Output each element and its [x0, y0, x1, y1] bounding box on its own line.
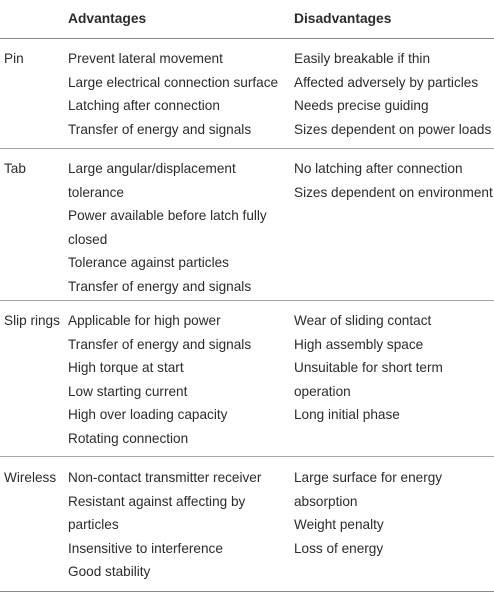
disadvantages-list: Easily breakable if thin Affected advers…: [294, 47, 492, 141]
category-label: Wireless: [4, 470, 57, 485]
advantages-list: Large angular/displacement tolerance Pow…: [68, 157, 290, 298]
disadvantage-item: Loss of energy: [294, 540, 384, 556]
disadvantages-list: No latching after connection Sizes depen…: [294, 157, 493, 204]
table-bottom-rule: [0, 591, 494, 592]
advantage-item: High over loading capacity: [68, 407, 228, 422]
disadvantage-item: Long initial phase: [294, 407, 400, 422]
advantage-item: Rotating connection: [68, 430, 189, 446]
advantage-item: Large angular/displacement: [68, 161, 236, 176]
disadvantage-item: Wear of sliding contact: [294, 313, 432, 328]
disadvantage-item: Sizes dependent on environment: [294, 184, 493, 200]
advantage-item: Good stability: [68, 564, 151, 579]
advantage-item: Tolerance against particles: [68, 255, 229, 270]
advantage-item: Latching after connection: [68, 98, 220, 113]
advantage-item: Low starting current: [68, 383, 188, 399]
row-divider: [0, 148, 494, 149]
advantage-item: Transfer of energy and signals: [68, 278, 252, 294]
advantage-item: tolerance: [68, 184, 124, 200]
advantage-item: Prevent lateral movement: [68, 51, 223, 66]
header-advantages: Advantages: [68, 11, 147, 26]
advantage-item: particles: [68, 517, 119, 532]
advantage-item: Resistant against affecting by: [68, 493, 246, 509]
disadvantage-item: absorption: [294, 493, 358, 509]
disadvantage-item: Weight penalty: [294, 517, 384, 532]
disadvantage-item: Affected adversely by particles: [294, 74, 479, 90]
advantage-item: Non-contact transmitter receiver: [68, 470, 262, 485]
advantage-item: Transfer of energy and signals: [68, 121, 252, 137]
category-label: Pin: [4, 51, 24, 66]
advantage-item: closed: [68, 231, 108, 247]
disadvantages-list: Wear of sliding contact High assembly sp…: [294, 309, 492, 427]
disadvantage-item: Sizes dependent on power loads: [294, 121, 492, 137]
advantage-item: Power available before latch fully: [68, 208, 267, 223]
advantages-list: Prevent lateral movement Large electrica…: [68, 47, 290, 141]
disadvantages-list: Large surface for energy absorption Weig…: [294, 466, 492, 560]
advantage-item: Transfer of energy and signals: [68, 336, 252, 352]
disadvantage-item: Unsuitable for short term: [294, 360, 443, 375]
disadvantage-item: High assembly space: [294, 336, 424, 352]
header-row: Advantages Disadvantages: [0, 0, 494, 38]
header-disadvantages: Disadvantages: [294, 11, 392, 26]
category-label: Slip rings: [4, 313, 60, 328]
advantage-item: Large electrical connection surface: [68, 74, 279, 90]
header-rule: [0, 38, 494, 39]
row-divider: [0, 300, 494, 301]
advantages-list: Applicable for high power Transfer of en…: [68, 309, 290, 450]
disadvantage-item: Needs precise guiding: [294, 98, 429, 113]
disadvantage-item: operation: [294, 383, 351, 399]
advantages-list: Non-contact transmitter receiver Resista…: [68, 466, 290, 584]
advantage-item: Insensitive to interference: [68, 540, 223, 556]
row-divider: [0, 456, 494, 457]
disadvantage-item: No latching after connection: [294, 161, 463, 176]
advantage-item: Applicable for high power: [68, 313, 221, 328]
disadvantage-item: Large surface for energy: [294, 470, 443, 485]
category-label: Tab: [4, 161, 26, 176]
advantage-item: High torque at start: [68, 360, 184, 375]
disadvantage-item: Easily breakable if thin: [294, 51, 431, 66]
